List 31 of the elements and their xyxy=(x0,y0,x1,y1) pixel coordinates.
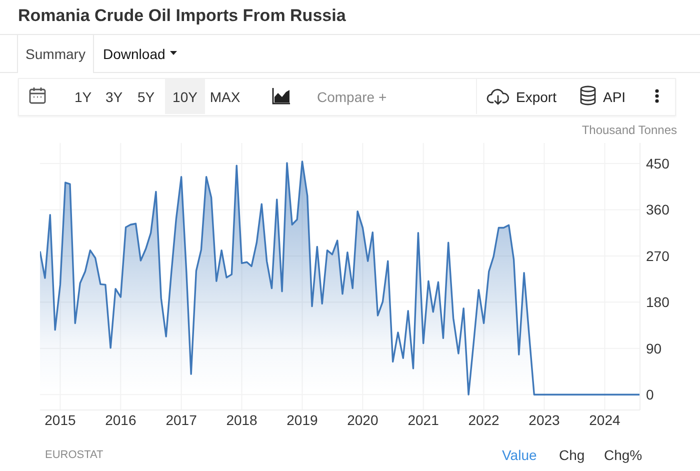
x-tick-label: 2021 xyxy=(408,412,440,428)
x-tick-label: 2015 xyxy=(44,412,76,428)
x-tick-label: 2018 xyxy=(226,412,258,428)
text: 1Y xyxy=(73,88,93,106)
text: 10Y xyxy=(165,79,205,114)
text: API xyxy=(603,88,626,106)
y-tick-label: 90 xyxy=(646,340,662,356)
text: Chg% xyxy=(604,446,642,465)
chart-title: Romania Crude Oil Imports From Russia xyxy=(18,6,346,26)
x-tick-label: 2024 xyxy=(589,412,620,428)
x-tick-label: 2023 xyxy=(528,412,560,428)
x-tick-label: 2017 xyxy=(166,412,198,428)
text: Export xyxy=(516,88,556,107)
y-tick-label: 180 xyxy=(646,294,670,310)
x-tick-label: 2022 xyxy=(468,412,500,428)
y-tick-label: 270 xyxy=(646,248,670,264)
text: MAX xyxy=(208,88,242,106)
text: Download xyxy=(103,44,166,64)
text: 3Y xyxy=(104,88,124,106)
text: EUROSTAT xyxy=(45,448,104,463)
text: Value xyxy=(502,446,537,465)
x-tick-label: 2016 xyxy=(105,412,136,428)
y-tick-label: 0 xyxy=(646,386,654,403)
y-tick-label: 450 xyxy=(646,156,670,172)
text: Compare + xyxy=(317,88,387,107)
x-tick-label: 2020 xyxy=(347,412,378,428)
y-tick-label: 360 xyxy=(646,202,670,218)
text: Chg xyxy=(559,446,585,465)
text: 5Y xyxy=(136,88,156,106)
x-tick-label: 2019 xyxy=(286,412,318,428)
y-axis-title: Thousand Tonnes xyxy=(582,123,677,137)
